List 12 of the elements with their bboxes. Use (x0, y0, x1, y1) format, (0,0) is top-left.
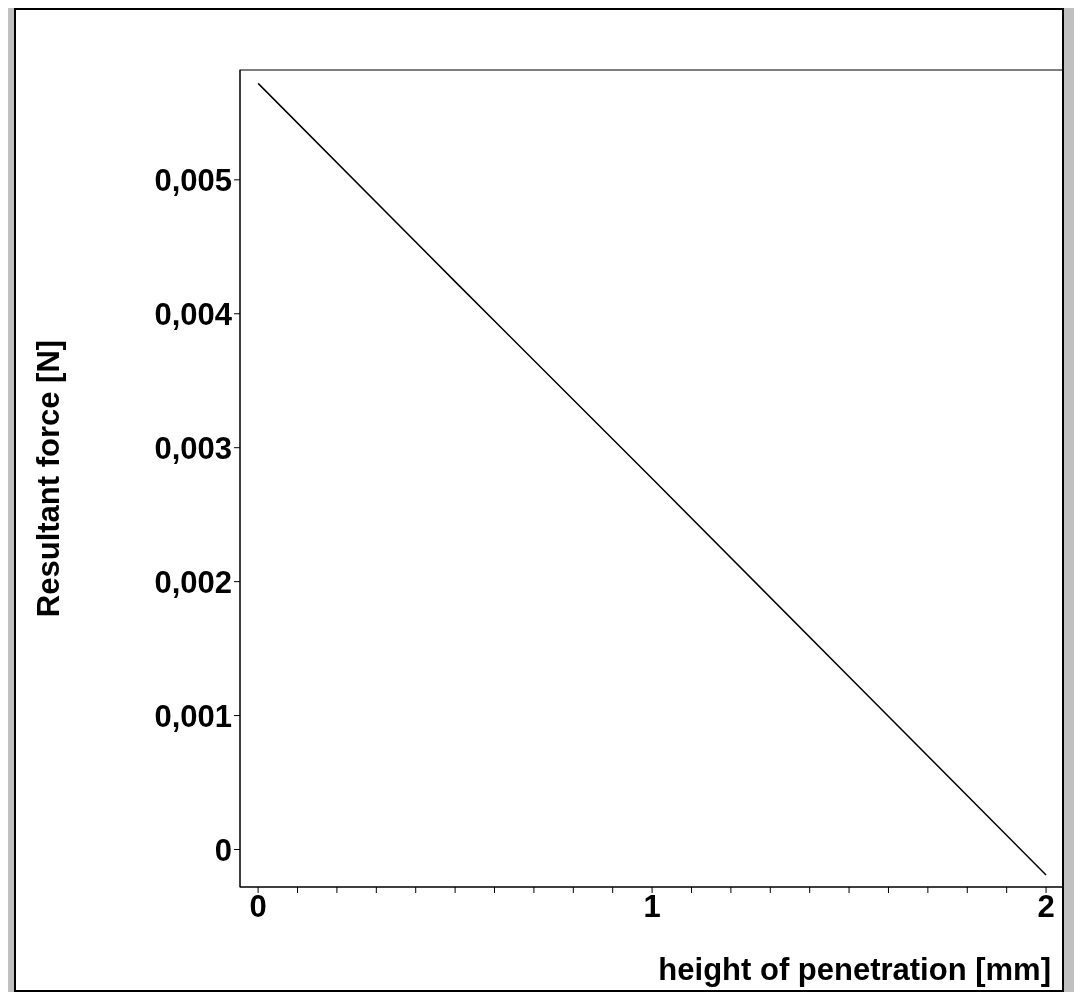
line-series (257, 82, 1047, 876)
y-tick-label: 0,004 (154, 296, 233, 332)
y-tick-label: 0 (214, 832, 232, 868)
y-tick-label: 0,001 (154, 698, 232, 734)
x-tick-label: 1 (643, 889, 661, 925)
y-tick-label: 0,003 (154, 430, 232, 466)
x-tick-label: 0 (249, 889, 267, 925)
x-tick-label: 2 (1037, 889, 1055, 925)
y-tick-label: 0,005 (154, 162, 232, 198)
y-axis-title: Resultant force [N] (31, 339, 67, 618)
x-axis-title: height of penetration [mm] (658, 952, 1051, 987)
y-tick-label: 0,002 (154, 564, 232, 600)
